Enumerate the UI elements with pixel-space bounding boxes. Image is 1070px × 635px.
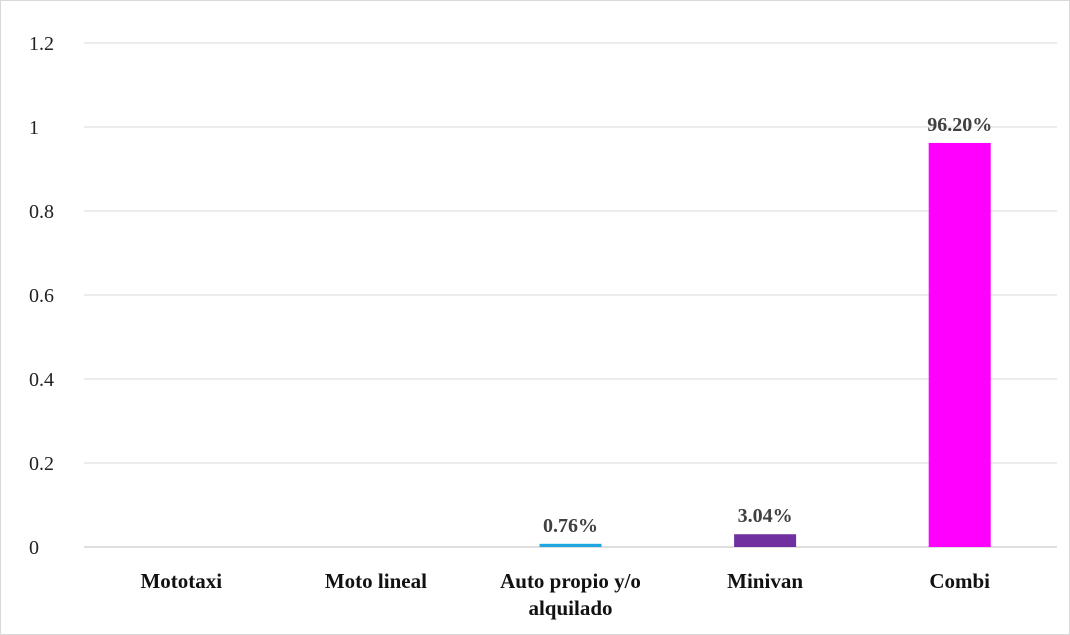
bar [734,534,797,547]
x-category-label: Mototaxi [140,569,222,593]
y-tick-label: 1.2 [29,33,54,55]
y-tick-label: 0.6 [29,285,54,307]
bar [928,142,991,547]
x-category-label: Moto lineal [325,569,427,593]
y-tick-label: 0.8 [29,201,54,223]
y-tick-label: 0.4 [29,369,54,391]
bars [539,142,991,547]
gridlines [84,42,1057,548]
y-tick-label: 1 [29,117,39,139]
y-tick-label: 0 [29,537,39,559]
data-label: 0.76% [543,515,598,537]
x-category-label: alquilado [528,596,612,620]
x-category-label: Auto propio y/o [500,569,641,593]
x-category-label: Combi [929,569,990,593]
x-axis-category-labels: Mototaxi Moto lineal Auto propio y/o alquil… [140,569,990,620]
bar [539,543,602,547]
y-axis-tick-labels: 0 0.2 0.4 0.6 0.8 1 1.2 [29,33,54,559]
data-label: 3.04% [738,505,793,527]
data-label: 96.20% [927,114,992,136]
x-category-label: Minivan [727,569,803,593]
y-tick-label: 0.2 [29,453,54,475]
data-labels: 0.76% 3.04% 96.20% [543,114,992,537]
